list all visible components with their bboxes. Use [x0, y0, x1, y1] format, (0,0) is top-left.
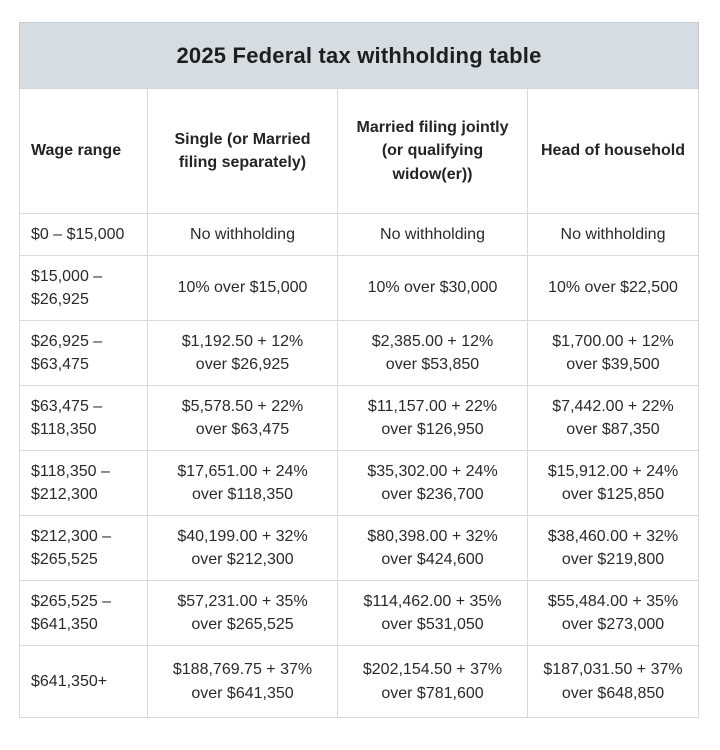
married-jointly-cell: No withholding	[337, 213, 528, 256]
table-row: $15,000 – $26,925 10% over $15,000 10% o…	[19, 255, 699, 321]
head-of-household-cell: No withholding	[527, 213, 699, 256]
married-jointly-cell: $202,154.50 + 37% over $781,600	[337, 645, 528, 718]
table-row: $265,525 – $641,350 $57,231.00 + 35% ove…	[19, 580, 699, 646]
wage-range-cell: $212,300 – $265,525	[19, 515, 148, 581]
married-jointly-cell: $2,385.00 + 12% over $53,850	[337, 320, 528, 386]
head-of-household-cell: $15,912.00 + 24% over $125,850	[527, 450, 699, 516]
head-of-household-cell: 10% over $22,500	[527, 255, 699, 321]
table-title: 2025 Federal tax withholding table	[19, 22, 699, 89]
table-row: $0 – $15,000 No withholding No withholdi…	[19, 213, 699, 256]
single-cell: $57,231.00 + 35% over $265,525	[147, 580, 338, 646]
wage-range-cell: $15,000 – $26,925	[19, 255, 148, 321]
married-jointly-cell: 10% over $30,000	[337, 255, 528, 321]
married-jointly-cell: $80,398.00 + 32% over $424,600	[337, 515, 528, 581]
column-header-single: Single (or Married filing separately)	[147, 88, 338, 214]
table-row: $212,300 – $265,525 $40,199.00 + 32% ove…	[19, 515, 699, 581]
table-row: $641,350+ $188,769.75 + 37% over $641,35…	[19, 645, 699, 718]
head-of-household-cell: $55,484.00 + 35% over $273,000	[527, 580, 699, 646]
column-header-wage-range: Wage range	[19, 88, 148, 214]
married-jointly-cell: $11,157.00 + 22% over $126,950	[337, 385, 528, 451]
wage-range-cell: $63,475 – $118,350	[19, 385, 148, 451]
head-of-household-cell: $38,460.00 + 32% over $219,800	[527, 515, 699, 581]
table-row: $118,350 – $212,300 $17,651.00 + 24% ove…	[19, 450, 699, 516]
single-cell: $5,578.50 + 22% over $63,475	[147, 385, 338, 451]
wage-range-cell: $0 – $15,000	[19, 213, 148, 256]
table-row: $26,925 – $63,475 $1,192.50 + 12% over $…	[19, 320, 699, 386]
column-header-married-filing-jointly: Married filing jointly (or qualifying wi…	[337, 88, 528, 214]
wage-range-cell: $641,350+	[19, 645, 148, 718]
single-cell: $17,651.00 + 24% over $118,350	[147, 450, 338, 516]
table-row: $63,475 – $118,350 $5,578.50 + 22% over …	[19, 385, 699, 451]
head-of-household-cell: $187,031.50 + 37% over $648,850	[527, 645, 699, 718]
single-cell: $1,192.50 + 12% over $26,925	[147, 320, 338, 386]
single-cell: 10% over $15,000	[147, 255, 338, 321]
single-cell: No withholding	[147, 213, 338, 256]
federal-tax-withholding-table: 2025 Federal tax withholding table Wage …	[19, 22, 699, 718]
column-header-head-of-household: Head of household	[527, 88, 699, 214]
wage-range-cell: $26,925 – $63,475	[19, 320, 148, 386]
single-cell: $188,769.75 + 37% over $641,350	[147, 645, 338, 718]
married-jointly-cell: $35,302.00 + 24% over $236,700	[337, 450, 528, 516]
wage-range-cell: $265,525 – $641,350	[19, 580, 148, 646]
column-header-row: Wage range Single (or Married filing sep…	[19, 88, 699, 214]
title-row: 2025 Federal tax withholding table	[19, 22, 699, 89]
married-jointly-cell: $114,462.00 + 35% over $531,050	[337, 580, 528, 646]
single-cell: $40,199.00 + 32% over $212,300	[147, 515, 338, 581]
head-of-household-cell: $1,700.00 + 12% over $39,500	[527, 320, 699, 386]
wage-range-cell: $118,350 – $212,300	[19, 450, 148, 516]
head-of-household-cell: $7,442.00 + 22% over $87,350	[527, 385, 699, 451]
